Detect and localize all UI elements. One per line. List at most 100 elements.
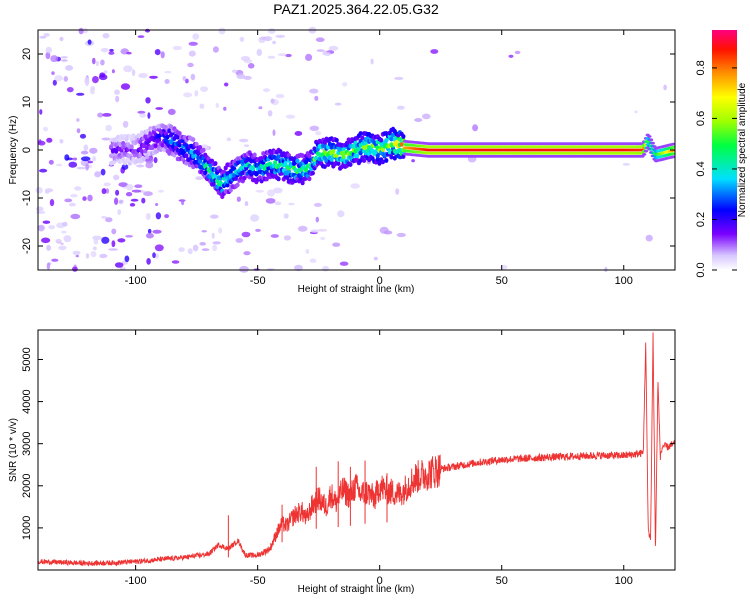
spectrogram-ridge-cell	[276, 154, 281, 160]
spectrogram-noise-blob	[85, 253, 90, 259]
spectrogram-ridge-cell	[362, 145, 367, 151]
spectrogram-noise-blob	[118, 182, 128, 188]
spectrogram-cells	[35, 26, 676, 273]
spectrogram-noise-blob	[43, 126, 48, 132]
spectrogram-noise-blob	[102, 33, 110, 39]
spectrogram-ridge-cell	[198, 145, 203, 150]
spectrogram-x-ticks: -100 -50 0 50 100	[125, 30, 633, 287]
spectrogram-ridge-cell	[213, 161, 218, 166]
spectrogram-noise-blob	[66, 87, 74, 93]
spectrogram-noise-blob	[137, 110, 146, 114]
spectrogram-noise-blob	[50, 55, 59, 63]
spectrogram-noise-blob	[78, 27, 84, 35]
spectrogram-noise-blob	[87, 194, 93, 202]
spectrogram-noise-blob	[46, 262, 51, 270]
x-tick-label: -100	[125, 275, 147, 287]
colorbar-tick-label: 0.4	[695, 161, 707, 176]
spectrogram-noise-blob	[115, 189, 120, 196]
spectrogram-noise-blob	[272, 40, 276, 45]
spectrogram-ridge-cell	[339, 150, 344, 156]
spectrogram-noise-blob	[263, 88, 270, 93]
spectrogram-ridge-cell	[300, 180, 305, 186]
x-tick-label: 50	[496, 275, 508, 287]
spectrogram-noise-blob	[115, 95, 120, 103]
spectrogram-noise-blob	[131, 69, 136, 77]
spectrogram-noise-blob	[183, 92, 193, 98]
spectrogram-noise-blob	[126, 51, 132, 55]
spectrogram-noise-blob	[317, 228, 328, 232]
spectrogram-noise-blob	[309, 88, 319, 94]
spectrogram-ridge-cell	[157, 137, 162, 143]
spectrogram-noise-blob	[103, 70, 108, 74]
spectrogram-noise-blob	[145, 213, 151, 220]
spectrogram-noise-blob	[52, 79, 57, 86]
spectrogram-noise-blob	[61, 59, 68, 62]
x-tick-label: 0	[377, 575, 383, 587]
spectrogram-noise-blob	[87, 160, 94, 164]
spectrogram-ridge-cell	[334, 137, 339, 143]
spectrogram-ridge-cell	[300, 153, 305, 159]
spectrogram-ridge-cell	[239, 165, 244, 171]
spectrogram-ridge-cell	[273, 160, 278, 165]
spectrogram-noise-blob	[102, 113, 112, 117]
spectrogram-ridge-cell	[175, 134, 180, 140]
spectrogram-noise-blob	[76, 118, 80, 122]
spectrogram-ridge-cell	[235, 182, 240, 188]
spectrogram-ridge-cell	[278, 149, 283, 154]
spectrogram-noise-blob	[122, 120, 129, 128]
spectrogram-ridge-cell	[380, 159, 385, 165]
spectrogram-noise-blob	[60, 56, 68, 59]
spectrogram-noise-blob	[43, 33, 50, 37]
spectrogram-noise-blob	[129, 203, 136, 207]
spectrogram-noise-blob	[270, 98, 275, 104]
spectrogram-noise-blob	[514, 50, 521, 55]
spectrogram-ridge-cell	[168, 124, 174, 129]
spectrogram-noise-blob	[152, 252, 156, 259]
spectrogram-noise-blob	[313, 202, 322, 207]
spectrogram-noise-blob	[105, 217, 113, 223]
spectrogram-noise-blob	[160, 51, 165, 59]
spectrogram-noise-blob	[310, 229, 320, 233]
x-tick-label: 100	[615, 275, 633, 287]
spectrogram-noise-blob	[74, 186, 82, 191]
spectrogram-noise-blob	[111, 69, 115, 74]
spectrogram-noise-blob	[100, 59, 105, 66]
spectrogram-noise-blob	[370, 58, 374, 65]
colorbar-gradient	[712, 30, 737, 270]
spectrogram-noise-blob	[49, 199, 55, 207]
x-tick-label: 100	[615, 575, 633, 587]
spectrogram-noise-blob	[285, 53, 292, 58]
spectrogram-noise-blob	[264, 36, 271, 42]
spectrogram-ridge-cell	[211, 182, 216, 187]
spectrogram-noise-blob	[342, 82, 348, 87]
spectrogram-noise-blob	[315, 216, 319, 223]
spectrogram-noise-blob	[38, 139, 42, 145]
spectrogram-noise-blob	[267, 189, 275, 197]
spectrogram-ridge-cell	[671, 155, 676, 159]
x-tick-label: -50	[250, 575, 266, 587]
spectrogram-ridge-cell	[377, 161, 382, 166]
spectrogram-ridge-cell	[331, 148, 336, 154]
spectrogram-noise-blob	[39, 35, 47, 39]
spectrogram-noise-blob	[309, 125, 320, 131]
spectrogram-y-ticks: -20 -10 0 10 20	[21, 48, 675, 254]
snr-y-ticks: 1000 2000 3000 4000 5000	[21, 347, 675, 540]
spectrogram-noise-blob	[243, 144, 250, 147]
spectrogram-noise-blob	[143, 191, 153, 197]
spectrogram-noise-blob	[188, 41, 198, 46]
spectrogram-noise-blob	[72, 266, 78, 272]
spectrogram-ridge-cell	[141, 156, 146, 162]
spectrogram-noise-blob	[274, 201, 282, 206]
y-tick-label: 10	[21, 96, 33, 108]
spectrogram-noise-blob	[194, 90, 199, 97]
spectrogram-noise-blob	[114, 197, 119, 205]
spectrogram-noise-blob	[48, 225, 56, 230]
spectrogram-ridge-cell	[165, 134, 170, 140]
spectrogram-noise-blob	[93, 239, 99, 245]
spectrogram-ridge-cell	[643, 149, 649, 153]
spectrogram-noise-blob	[182, 76, 187, 81]
spectrogram-noise-blob	[108, 51, 115, 55]
spectrogram-noise-blob	[70, 213, 81, 220]
x-tick-label: -100	[125, 575, 147, 587]
spectrogram-noise-blob	[283, 235, 291, 241]
